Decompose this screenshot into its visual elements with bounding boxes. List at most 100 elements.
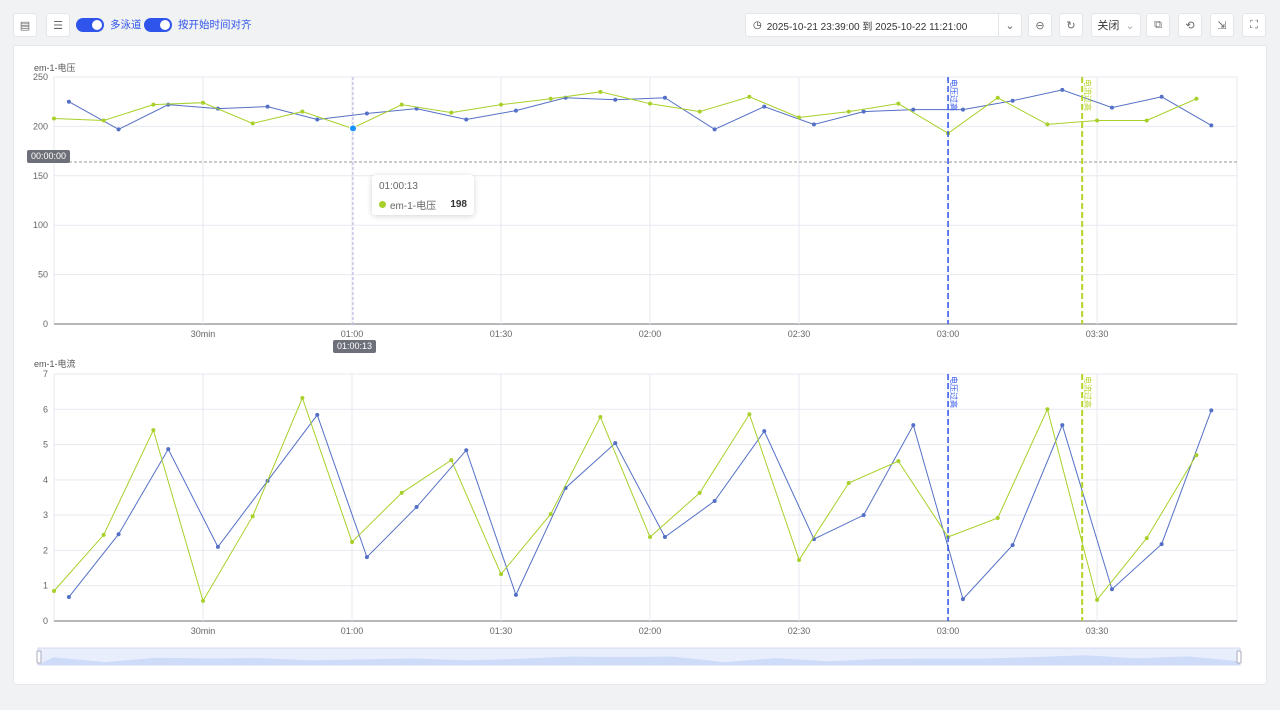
auto-refresh-value: 关闭 (1097, 20, 1120, 32)
data-point (712, 499, 717, 504)
x-tick-label: 01:00 (341, 329, 364, 339)
x-tick-label: 03:30 (1086, 626, 1109, 636)
plot-area (53, 373, 1238, 622)
data-point (300, 109, 305, 114)
data-point (151, 102, 156, 107)
series-line (68, 410, 1212, 601)
data-point (464, 448, 469, 453)
data-point (548, 512, 553, 517)
tooltip-value: 198 (450, 199, 467, 210)
y-tick-label: 250 (33, 72, 48, 82)
y-tick-label: 100 (33, 220, 48, 230)
data-point (201, 598, 206, 603)
refresh-button[interactable]: ↻ (1059, 13, 1083, 37)
chevron-down-icon: ⌄ (1125, 19, 1135, 32)
data-point (1010, 98, 1015, 103)
align-start-toggle[interactable] (144, 18, 172, 32)
x-tick-label: 02:00 (639, 329, 662, 339)
y-tick-label: 7 (43, 369, 48, 379)
markline-label: 电压过高 (949, 79, 959, 111)
data-point (861, 513, 866, 518)
data-point (797, 557, 802, 562)
x-tick-label: 01:30 (490, 329, 513, 339)
time-range-dropdown[interactable]: ⌄ (998, 13, 1022, 37)
data-point (364, 111, 369, 116)
data-point (1194, 453, 1199, 458)
data-point (747, 94, 752, 99)
data-point (66, 595, 71, 600)
data-point (747, 412, 752, 417)
zoom-out-button[interactable]: ⊖ (1028, 13, 1052, 37)
data-zoom-handle-right[interactable] (1236, 650, 1242, 664)
data-point (762, 429, 767, 434)
export-icon: ⇲ (1217, 19, 1227, 32)
data-point (101, 118, 106, 123)
data-point (1010, 543, 1015, 548)
chart-title-voltage: em-1-电压 (34, 63, 76, 73)
x-tick-label: 02:00 (639, 626, 662, 636)
multilane-toggle[interactable] (76, 18, 104, 32)
export-button[interactable]: ⇲ (1210, 13, 1234, 37)
data-point (1109, 105, 1114, 110)
save-button[interactable]: ▤ (13, 13, 37, 37)
data-point (598, 89, 603, 94)
fullscreen-button[interactable]: ⛶ (1242, 13, 1266, 37)
data-point (315, 412, 320, 417)
data-point (811, 122, 816, 127)
data-point (101, 532, 106, 537)
y-tick-label: 200 (33, 121, 48, 131)
data-zoom-handle-left[interactable] (36, 650, 42, 664)
data-point (513, 108, 518, 113)
data-point (364, 555, 369, 560)
screenshot-button[interactable]: ⧉ (1146, 13, 1170, 37)
data-point (613, 441, 618, 446)
x-tick-label: 02:30 (788, 329, 811, 339)
data-point (52, 116, 56, 121)
data-point (960, 597, 965, 602)
markline-label: 电压过高 (949, 376, 959, 408)
markline-label: 电流过高 (1083, 79, 1093, 111)
data-point (846, 481, 851, 486)
auto-refresh-select[interactable]: 关闭 ⌄ (1091, 13, 1141, 37)
data-point (1144, 536, 1149, 541)
x-tick-label: 02:30 (788, 626, 811, 636)
data-point (1109, 587, 1114, 592)
pointer-x-label: 01:00:13 (333, 340, 377, 353)
data-point (911, 423, 916, 428)
x-tick-label: 01:30 (490, 626, 513, 636)
x-tick-label: 03:00 (937, 626, 960, 636)
history-button[interactable]: ⟲ (1178, 13, 1202, 37)
time-range-picker[interactable]: ◷ 2025-10-21 23:39:00 到 2025-10-22 11:21… (745, 13, 999, 37)
hline-label: 00:00:00 (27, 150, 71, 163)
x-tick-label: 03:00 (937, 329, 960, 339)
series-line (53, 396, 1197, 603)
time-range-text: 2025-10-21 23:39:00 到 2025-10-22 11:21:0… (766, 21, 968, 33)
screenshot-icon: ⧉ (1154, 18, 1162, 31)
series-line (68, 89, 1212, 130)
data-point (1095, 597, 1100, 602)
data-point (697, 109, 702, 114)
y-tick-label: 5 (43, 440, 48, 450)
y-tick-label: 4 (43, 475, 48, 485)
data-point (513, 592, 518, 597)
data-point (66, 99, 71, 104)
y-tick-label: 150 (33, 171, 48, 181)
table-button[interactable]: ☰ (46, 13, 70, 37)
data-point (712, 127, 717, 132)
y-tick-label: 2 (43, 545, 48, 555)
data-point (116, 532, 121, 537)
y-tick-label: 3 (43, 510, 48, 520)
data-point (911, 107, 916, 112)
series-dot (379, 201, 386, 208)
data-point (250, 514, 255, 519)
data-point (995, 515, 1000, 520)
data-point (449, 458, 454, 463)
data-point (1159, 94, 1164, 99)
data-point (697, 490, 702, 495)
data-point (648, 101, 653, 106)
data-point (846, 109, 851, 114)
data-point (166, 102, 171, 107)
y-tick-label: 1 (43, 581, 48, 591)
data-point (896, 101, 901, 106)
